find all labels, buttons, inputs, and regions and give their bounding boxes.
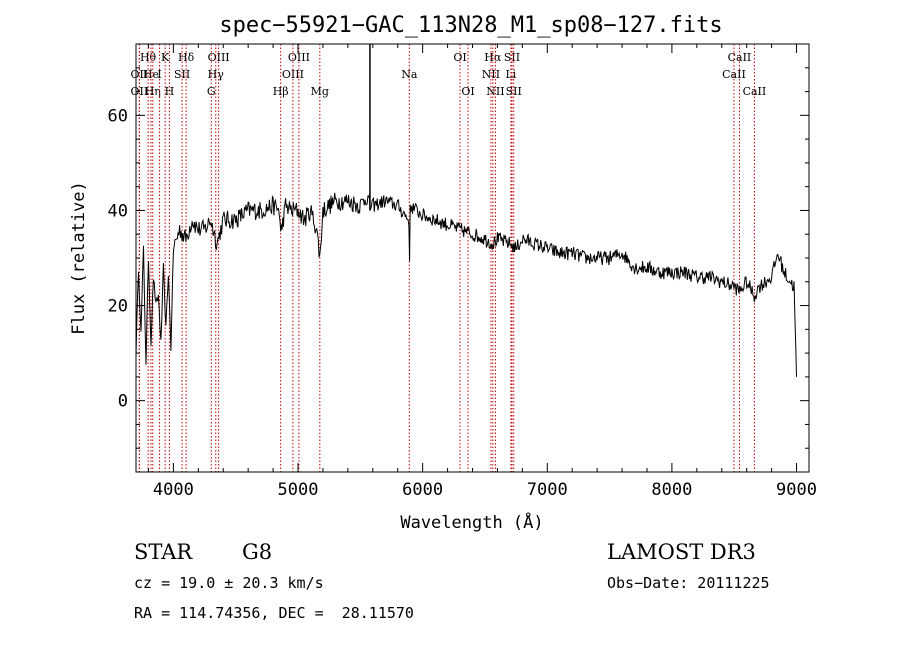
line-marker-label-11: Hγ xyxy=(208,68,225,81)
x-tick-label: 7000 xyxy=(527,480,568,500)
line-marker-label-6: I xyxy=(157,68,161,81)
x-tick-label: 5000 xyxy=(278,480,319,500)
line-marker-label-19: OI xyxy=(461,85,474,98)
survey-name: LAMOST DR3 xyxy=(607,540,756,564)
observation-date: Obs−Date: 20111225 xyxy=(607,574,770,592)
line-marker-label-9: Hδ xyxy=(178,51,195,64)
series-group xyxy=(135,44,797,377)
line-marker-label-14: OIII xyxy=(282,68,304,81)
object-class: STAR xyxy=(134,540,193,564)
line-marker-label-1: OII xyxy=(131,68,149,81)
line-marker-label-16: Mg xyxy=(311,85,329,98)
line-marker-label-24: NII xyxy=(486,85,504,98)
redshift-cz: cz = 19.0 ± 20.3 km/s xyxy=(134,574,324,592)
x-tick-label: 6000 xyxy=(402,480,443,500)
y-tick-label: 40 xyxy=(108,201,128,221)
x-tick-label: 9000 xyxy=(776,480,817,500)
line-marker-label-15: Hβ xyxy=(273,85,289,98)
line-marker-label-20: Hα xyxy=(484,51,502,64)
y-axis-label: Flux (relative) xyxy=(69,181,89,335)
line-marker-label-27: CaII xyxy=(722,68,746,81)
series-line-0 xyxy=(135,192,797,377)
y-tick-label: 0 xyxy=(118,392,128,412)
line-marker-label-17: Na xyxy=(401,68,418,81)
line-marker-label-0: Hθ xyxy=(140,51,157,64)
x-tick-label: 8000 xyxy=(651,480,692,500)
chart-title: spec−55921−GAC_113N28_M1_sp08−127.fits xyxy=(219,13,722,38)
y-tick-label: 20 xyxy=(108,297,128,317)
sky-coordinates: RA = 114.74356, DEC = 28.11570 xyxy=(134,604,414,622)
line-marker-label-5: K xyxy=(161,51,170,64)
x-axis-label: Wavelength (Å) xyxy=(400,511,543,533)
line-marker-label-26: CaII xyxy=(728,51,752,64)
line-marker-label-22: NII xyxy=(482,68,500,81)
line-marker-label-8: SII xyxy=(174,68,190,81)
plot-frame xyxy=(135,43,810,473)
line-marker-label-12: G xyxy=(207,85,216,98)
object-subclass: G8 xyxy=(242,540,273,564)
y-tick-label: 60 xyxy=(108,106,128,126)
line-marker-label-10: OIII xyxy=(208,51,230,64)
line-marker-label-28: CaII xyxy=(743,85,767,98)
line-marker-label-21: SII xyxy=(504,51,520,64)
line-marker-label-23: Li xyxy=(505,68,516,81)
line-marker-label-18: OI xyxy=(453,51,466,64)
line-marker-label-3: He xyxy=(143,68,159,81)
line-marker-label-4: Hη xyxy=(145,85,161,98)
line-marker-label-7: H xyxy=(165,85,175,98)
axis-ticks: 4000 5000 6000 7000 8000 9000 0 20 40 60 xyxy=(108,43,817,500)
x-tick-label: 4000 xyxy=(153,480,194,500)
line-marker-label-13: OIII xyxy=(288,51,310,64)
line-marker-label-25: SII xyxy=(506,85,522,98)
